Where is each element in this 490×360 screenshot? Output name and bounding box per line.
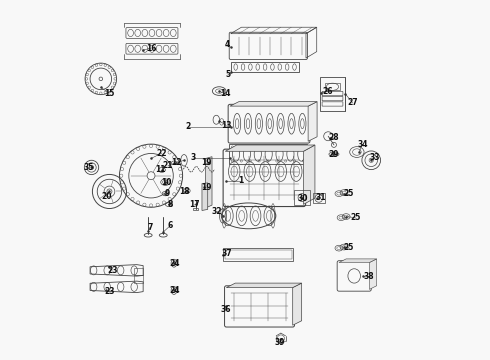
Bar [134, 267, 143, 275]
Text: 26: 26 [322, 86, 333, 95]
Text: 25: 25 [350, 213, 361, 222]
Text: 22: 22 [156, 149, 167, 158]
Text: 18: 18 [179, 187, 190, 196]
Polygon shape [369, 259, 377, 289]
Bar [223, 248, 294, 261]
Text: 13: 13 [221, 121, 232, 130]
Text: 1: 1 [238, 176, 244, 185]
Text: 24: 24 [170, 286, 180, 295]
Text: 2: 2 [186, 122, 191, 131]
Text: 10: 10 [162, 177, 172, 186]
Bar [229, 144, 307, 164]
Text: 17: 17 [189, 200, 199, 209]
Text: 24: 24 [170, 259, 180, 268]
Bar [225, 250, 292, 259]
Text: 19: 19 [201, 183, 212, 192]
Bar [231, 62, 299, 72]
Text: 25: 25 [344, 243, 354, 252]
Text: 19: 19 [201, 158, 212, 167]
Text: 21: 21 [163, 161, 173, 170]
Text: 12: 12 [171, 158, 181, 167]
Text: 23: 23 [107, 266, 118, 275]
Text: 30: 30 [298, 194, 308, 203]
Polygon shape [202, 183, 208, 211]
Text: 28: 28 [329, 133, 339, 142]
Text: 35: 35 [84, 163, 94, 172]
Bar [324, 83, 341, 90]
Polygon shape [225, 145, 315, 151]
Text: 5: 5 [225, 71, 230, 80]
Text: 31: 31 [315, 193, 325, 202]
Text: 38: 38 [364, 271, 374, 280]
Bar [193, 208, 198, 211]
Text: 32: 32 [212, 207, 222, 216]
Text: 7: 7 [147, 223, 153, 232]
Text: 36: 36 [220, 305, 230, 314]
Polygon shape [308, 102, 317, 141]
Text: 34: 34 [357, 140, 368, 149]
Polygon shape [339, 259, 377, 262]
Text: 6: 6 [168, 221, 173, 230]
Text: 11: 11 [155, 166, 166, 175]
Text: 29: 29 [329, 150, 339, 159]
Text: 14: 14 [220, 89, 230, 98]
Polygon shape [230, 102, 317, 106]
Polygon shape [205, 157, 212, 208]
Text: 25: 25 [344, 189, 354, 198]
Polygon shape [293, 283, 302, 325]
Text: 33: 33 [369, 153, 380, 162]
Bar [313, 193, 324, 203]
Text: 37: 37 [221, 249, 232, 258]
Text: 39: 39 [275, 338, 285, 347]
Bar [320, 77, 344, 111]
Text: 8: 8 [168, 200, 173, 209]
Text: 20: 20 [102, 192, 112, 201]
Text: 3: 3 [191, 153, 196, 162]
Polygon shape [226, 283, 302, 288]
Bar [294, 190, 310, 205]
Text: 9: 9 [164, 189, 170, 198]
Text: 23: 23 [104, 287, 115, 296]
Text: 4: 4 [225, 40, 230, 49]
Bar [134, 275, 143, 283]
Text: 15: 15 [104, 89, 115, 98]
Text: 27: 27 [347, 98, 358, 107]
Polygon shape [303, 145, 315, 204]
Text: 16: 16 [146, 44, 156, 53]
